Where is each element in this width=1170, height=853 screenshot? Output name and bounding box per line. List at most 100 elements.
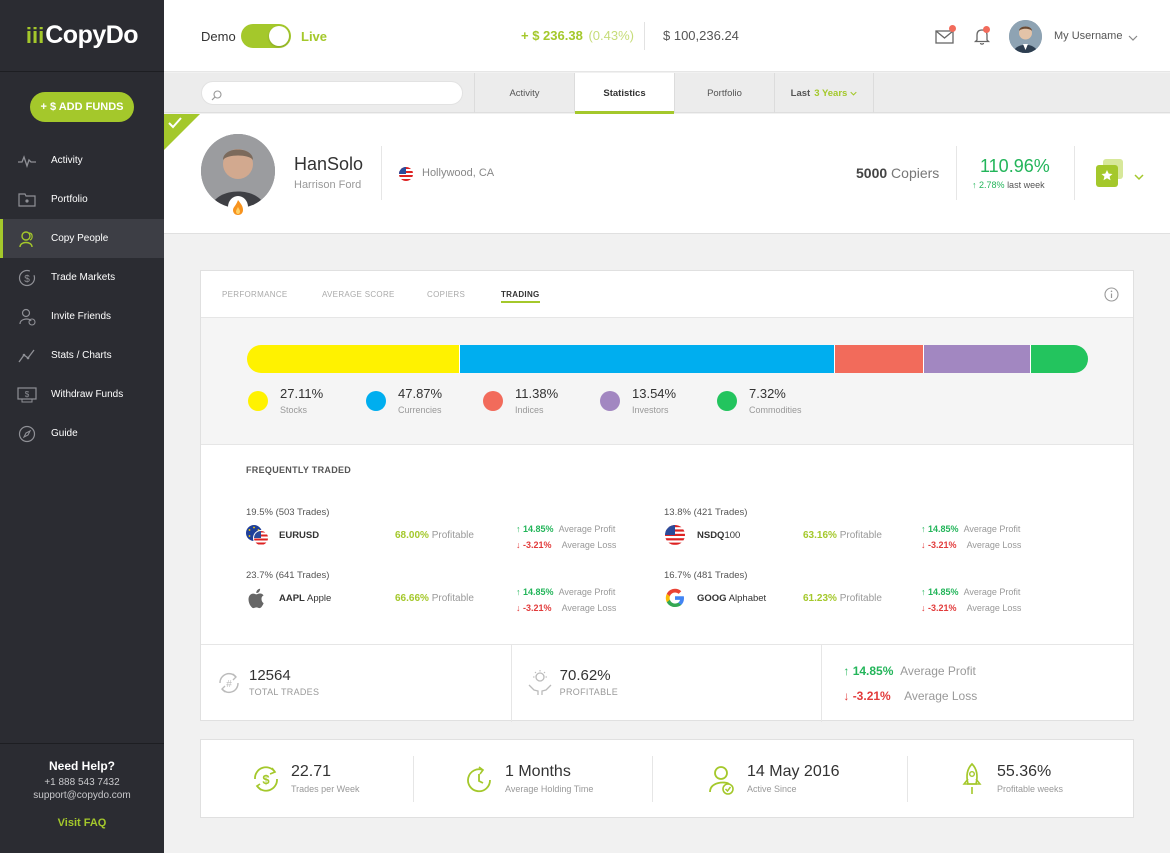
down-arrow-icon: ↓ [516,540,521,550]
sidebar-item-guide[interactable]: Guide [0,414,164,453]
sidebar-item-trade-markets[interactable]: $ Trade Markets [0,258,164,297]
tab-activity[interactable]: Activity [474,73,574,113]
search-box[interactable] [201,81,463,105]
trade-averages: ↑ 14.85% Average Profit ↓ -3.21% Average… [516,521,616,553]
account-balance: $ 100,236.24 [663,28,739,43]
logo-mark-icon: iii [25,22,45,48]
down-arrow-icon: ↓ [843,689,850,703]
trader-profile: HanSolo Harrison Ford Hollywood, CA 5000… [164,114,1170,234]
tab-statistics[interactable]: Statistics [574,73,674,114]
divider [907,756,908,802]
trade-symbol: GOOG Alphabet [697,593,766,604]
trade-item[interactable]: 13.8% (421 Trades) NSDQ100 63.16% Profit… [664,507,1084,557]
sidebar-item-portfolio[interactable]: Portfolio [0,180,164,219]
trade-profitable-value: 63.16% [803,530,837,541]
down-arrow-icon: ↓ [921,540,926,550]
distribution-segment-investors [924,345,1031,373]
trader-avatar[interactable] [201,134,275,208]
sidebar: iii CopyDo + $ ADD FUNDS Activity Portfo… [0,0,164,853]
sidebar-item-activity[interactable]: Activity [0,141,164,180]
favorite-star-icon[interactable] [1096,159,1126,187]
avg-profit-value: 14.85% [928,524,959,534]
trade-averages: ↑ 14.85% Average Profit ↓ -3.21% Average… [921,521,1021,553]
search-input[interactable] [226,86,451,98]
total-trades-value: 12564 [249,667,291,684]
summary-avg-loss: ↓ -3.21% Average Loss [843,689,977,703]
help-email[interactable]: support@copydo.com [33,790,131,801]
clock-refresh-icon [465,762,495,796]
weekly-change: ↑ 2.78% last week [972,180,1045,190]
trade-profitable-label: Profitable [431,530,474,541]
tab-copiers[interactable]: COPIERS [427,290,466,299]
trade-share: 13.8% (421 Trades) [664,507,748,518]
tab-trading[interactable]: TRADING [501,290,540,303]
help-phone[interactable]: +1 888 543 7432 [44,777,120,788]
trade-ticker: NSDQ [697,530,725,541]
trade-symbol: AAPL Apple [279,593,331,604]
stats-tabs: PERFORMANCE AVERAGE SCORE COPIERS TRADIN… [201,271,1133,318]
chevron-down-icon [850,90,857,97]
trade-share: 16.7% (481 Trades) [664,570,748,581]
avg-loss-value: -3.21% [523,603,552,613]
top-bar: Demo Live + $ 236.38 (0.43%) $ 100,236.2… [164,0,1170,72]
summary-total-trades: # 12564 TOTAL TRADES [201,645,512,722]
live-label[interactable]: Live [301,29,328,44]
trade-name: 100 [724,530,741,541]
chevron-down-icon[interactable] [1134,169,1144,181]
tab-portfolio[interactable]: Portfolio [674,73,774,113]
up-arrow-icon: ↑ [921,587,926,597]
trade-item[interactable]: 23.7% (641 Trades) AAPL Apple 66.66% Pro… [246,570,666,620]
trade-item[interactable]: 19.5% (503 Trades) EURUSD 68.00% Profita… [246,507,666,557]
sidebar-item-label: Withdraw Funds [51,389,124,400]
mail-icon[interactable] [935,25,956,44]
sidebar-item-label: Invite Friends [51,311,112,322]
add-funds-button[interactable]: + $ ADD FUNDS [30,92,134,122]
username[interactable]: My Username [1054,30,1123,42]
logo-text: CopyDo [45,21,139,49]
tab-average-score[interactable]: AVERAGE SCORE [322,290,395,299]
demo-label[interactable]: Demo [201,29,236,44]
trading-stats-card: PERFORMANCE AVERAGE SCORE COPIERS TRADIN… [200,270,1134,722]
google-logo-icon [664,587,686,609]
avg-loss-label: Average Loss [966,540,1022,550]
copiers-count: 5000 Copiers [856,165,939,181]
svg-text:$: $ [25,390,30,399]
kpi-value: 1 Months [505,763,571,780]
tab-performance[interactable]: PERFORMANCE [222,290,288,299]
legend-label: Commodities [749,405,802,415]
kpi-value: 14 May 2016 [747,763,840,780]
sidebar-item-invite-friends[interactable]: Invite Friends [0,297,164,336]
bell-icon[interactable] [972,26,992,46]
avg-profit-label: Average Profit [963,524,1021,534]
demo-live-toggle[interactable] [241,24,291,48]
help-panel: Need Help? +1 888 543 7432 support@copyd… [0,743,164,853]
people-icon [17,229,37,249]
legend-dot [717,391,737,411]
trade-symbol: NSDQ100 [697,530,740,541]
weekly-change-label: last week [1007,180,1045,190]
sidebar-item-stats-charts[interactable]: Stats / Charts [0,336,164,375]
trade-symbol: EURUSD [279,530,319,541]
divider [956,146,957,200]
period-selector[interactable]: Last 3 Years [774,73,874,113]
trader-name: HanSolo [294,154,364,174]
visit-faq-link[interactable]: Visit FAQ [57,817,107,829]
avg-profit-label: Average Profit [900,664,976,678]
user-avatar[interactable] [1009,20,1042,53]
svg-text:$: $ [24,274,30,285]
down-arrow-icon: ↓ [921,603,926,613]
check-icon [168,116,182,129]
profit-loss: + $ 236.38 (0.43%) [521,28,634,43]
sidebar-item-withdraw-funds[interactable]: $ Withdraw Funds [0,375,164,414]
verified-corner [164,114,200,150]
trade-item[interactable]: 16.7% (481 Trades) GOOG Alphabet 61.23% … [664,570,1084,620]
hand-coin-icon [527,669,553,697]
trade-averages: ↑ 14.85% Average Profit ↓ -3.21% Average… [921,584,1021,616]
info-icon[interactable] [1104,287,1119,302]
chevron-down-icon[interactable] [1128,30,1138,41]
sidebar-item-copy-people[interactable]: Copy People [0,219,164,258]
trade-profitable-label: Profitable [839,530,882,541]
total-return: 110.96% [980,156,1050,176]
logo[interactable]: iii CopyDo [0,0,164,72]
line-chart-icon [17,346,37,366]
